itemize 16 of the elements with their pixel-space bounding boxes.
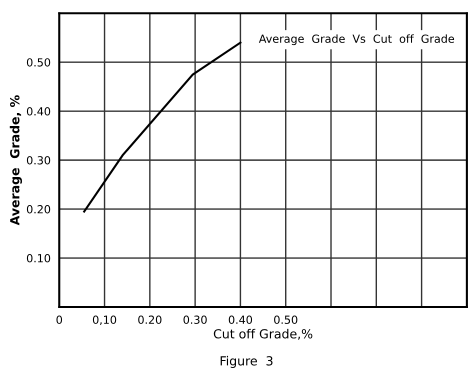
- y-tick-label: 0.40: [26, 107, 50, 116]
- x-tick-label: 0.40: [228, 316, 252, 324]
- y-tick-label: 0.50: [26, 58, 50, 67]
- y-tick-label: 0.30: [26, 156, 50, 165]
- x-tick-label: 0,10: [92, 316, 116, 326]
- x-tick-label: 0.50: [274, 316, 298, 324]
- x-tick-label: 0: [56, 316, 62, 324]
- x-axis-title: Cut off Grade,%: [214, 328, 312, 340]
- caption: Figure 3: [220, 356, 273, 368]
- x-tick-label: 0.20: [138, 316, 162, 324]
- y-axis-title: Average Grade, %: [10, 95, 22, 226]
- y-tick-label: 0.20: [26, 205, 50, 214]
- x-tick-label: 0.30: [183, 316, 207, 324]
- y-tick-label: 0.10: [26, 254, 50, 262]
- text: Average Grade Vs Cut off Grade: [258, 34, 454, 46]
- line-series: [83, 42, 242, 213]
